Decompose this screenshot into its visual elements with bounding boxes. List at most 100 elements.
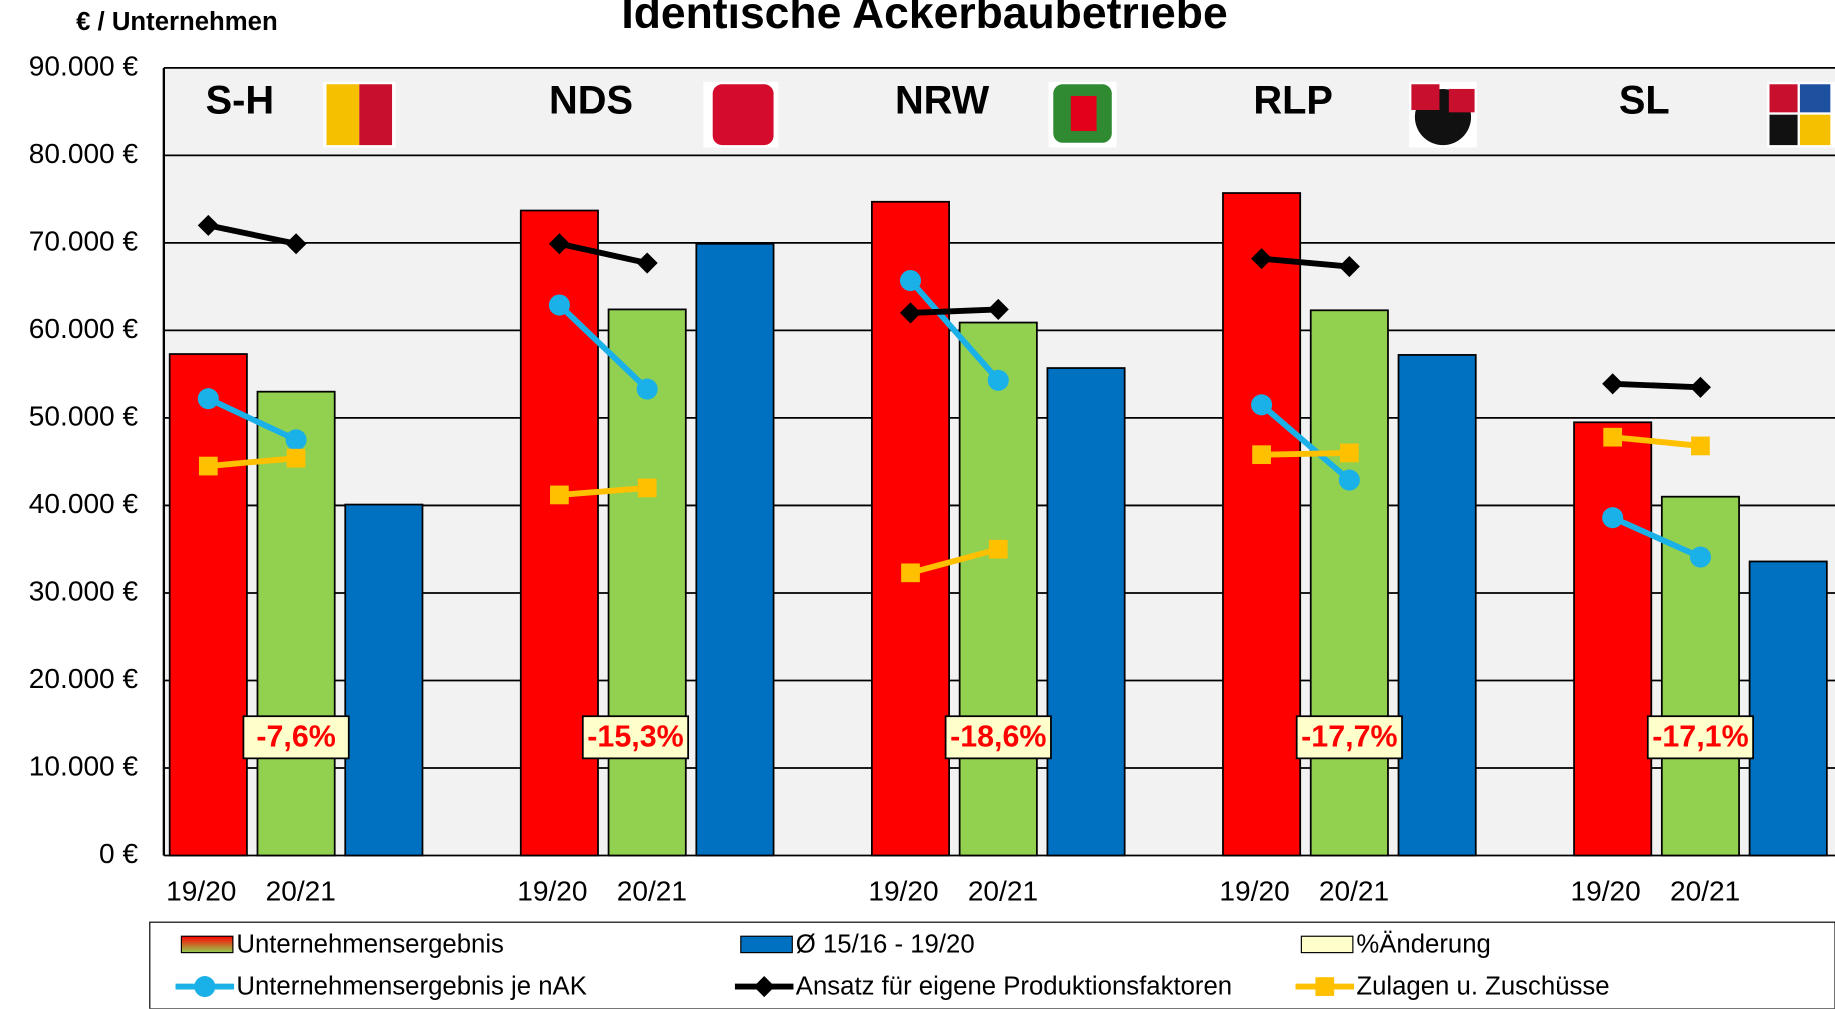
legend [149,921,1835,1009]
group-label: NDS [549,79,633,123]
legend-label: Ø 15/16 - 19/20 [796,930,975,958]
line-point [1691,436,1710,456]
bar [1046,367,1126,857]
x-tick-label: 20/21 [968,875,1038,906]
line-series [1612,434,1701,449]
line-series [207,396,298,443]
x-tick-label: 19/20 [868,875,938,906]
y-tick-label: 50.000 € [29,400,139,431]
y-tick-label: 60.000 € [29,313,139,344]
legend-marker [753,976,775,998]
legend-marker [1315,977,1335,996]
group-label: S-H [206,79,275,123]
line-series [557,302,650,392]
legend-label: Unternehmensergebnis [236,930,504,958]
group-label: NRW [895,79,990,123]
bar [1397,354,1477,857]
line-point [899,302,922,324]
x-tick-label: 19/20 [517,875,587,906]
bar [168,353,248,857]
legend-label: Zulagen u. Zuschüsse [1356,973,1609,1001]
change-label: -7,6% [256,719,335,753]
y-tick-label: 90.000 € [29,50,139,81]
bar [695,242,775,857]
line-point [1602,507,1624,529]
line-series [1612,380,1701,391]
bar [607,308,687,857]
legend-swatch [740,935,793,954]
change-box [242,715,350,760]
line-point [550,485,569,505]
line-series [1261,450,1350,458]
line-point [548,233,570,255]
line-series [910,306,999,316]
change-box [944,715,1052,760]
line-series [909,546,1000,576]
line-point [285,429,307,451]
legend-marker [194,976,216,998]
x-tick-label: 20/21 [617,875,687,906]
bar [958,321,1038,857]
change-label: -18,6% [950,719,1046,753]
chart-body: Identische Ackerbaubetriebe € / Unterneh… [29,0,1835,1009]
x-tick-label: 20/21 [1670,875,1740,906]
line-point [1338,469,1360,491]
line-point [1252,445,1271,465]
bar [344,503,424,857]
x-tick-label: 19/20 [166,875,236,906]
line-point [1251,394,1273,416]
line-point [548,294,570,316]
line-point [1339,443,1359,463]
y-tick-label: 20.000 € [29,663,139,694]
line-point [636,378,658,400]
line-point [1603,427,1623,447]
line-point [1602,373,1624,395]
line-point [987,369,1009,391]
line-point [1689,546,1711,568]
line-point [198,456,218,476]
line-point [987,298,1009,320]
y-tick-label: 0 € [99,838,138,869]
line-point [285,233,307,255]
line-point [197,388,219,410]
line-point [197,214,219,236]
line-point [1338,255,1360,278]
flags [323,81,1835,148]
change-label: -15,3% [587,719,683,753]
chart-title: Identische Ackerbaubetriebe [621,0,1227,38]
x-tick-label: 20/21 [266,875,336,906]
x-tick-label: 19/20 [1219,875,1289,906]
legend-swatch [1300,935,1354,954]
line-series [207,222,297,247]
change-label: -17,1% [1652,719,1748,753]
line-point [637,478,657,498]
y-tick-label: 80.000 € [29,138,139,169]
line-series [908,278,1001,383]
group-label: RLP [1253,79,1333,123]
bar [256,390,336,857]
line-series [1261,255,1350,270]
line-series [558,240,648,266]
y-tick-label: 70.000 € [29,225,139,256]
change-box [1646,715,1754,760]
y-tick-label: 40.000 € [29,488,139,519]
change-box [581,715,690,760]
y-tick-label: 30.000 € [29,575,139,606]
change-label: -17,7% [1301,719,1397,753]
line-series [559,485,648,498]
bar [870,200,950,857]
line-series [1611,515,1702,560]
bar [1748,560,1828,857]
change-box [1295,715,1403,760]
line-point [1689,376,1711,398]
line-point [901,563,920,583]
legend-swatch [180,935,234,954]
legend-label: Ansatz für eigene Produktionsfaktoren [796,973,1232,1001]
y-axis-label: € / Unternehmen [76,8,278,36]
legend-label: Unternehmensergebnis je nAK [236,973,586,1001]
x-tick-label: 20/21 [1319,875,1389,906]
group-label: SL [1619,79,1670,123]
line-point [988,539,1008,559]
